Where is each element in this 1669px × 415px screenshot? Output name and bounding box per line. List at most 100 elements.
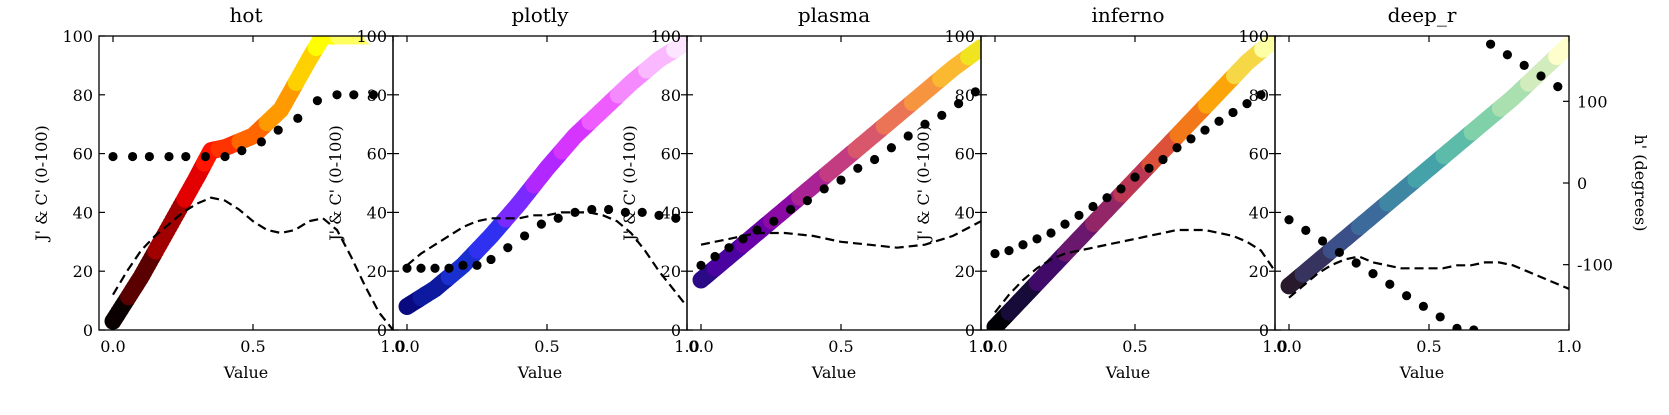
hue-marker (520, 231, 530, 241)
hue-marker (444, 263, 454, 273)
hue-marker (402, 263, 412, 273)
y-tick-label: 20 (367, 262, 387, 281)
plot-area (1280, 36, 1569, 330)
y-right-tick-label: 100 (1577, 92, 1608, 111)
hue-marker (970, 87, 981, 97)
hue-marker (920, 119, 930, 129)
y-tick-label: 80 (955, 86, 975, 105)
hue-marker (724, 243, 734, 253)
chart-title: plasma (798, 3, 870, 27)
hue-marker (769, 216, 779, 226)
y-tick-label: 80 (73, 86, 93, 105)
hue-marker (802, 196, 813, 206)
x-tick-label: 0.0 (982, 337, 1007, 356)
hue-marker (503, 243, 513, 253)
hue-marker (752, 225, 762, 235)
hue-marker (1130, 172, 1140, 182)
hue-marker (108, 151, 118, 162)
y-tick-label: 0 (965, 321, 975, 340)
y-tick-label: 40 (73, 203, 93, 222)
colormap-line-point (1560, 36, 1569, 54)
x-axis-label: Value (223, 363, 269, 382)
x-tick-label: 1.0 (1556, 337, 1581, 356)
chart-title: hot (230, 3, 263, 27)
hue-marker (1385, 279, 1395, 289)
hue-marker (696, 260, 706, 270)
hue-marker (1284, 215, 1294, 225)
plot-area (104, 36, 393, 330)
hue-marker (164, 151, 174, 162)
hue-marker (570, 207, 580, 217)
x-axis-label: Value (1105, 363, 1151, 382)
y-tick-label: 40 (955, 203, 975, 222)
y-tick-label: 40 (367, 203, 387, 222)
colormap-line-point (1266, 36, 1275, 48)
hue-marker (1486, 39, 1496, 49)
hue-marker (144, 151, 154, 162)
hue-marker (1228, 107, 1238, 118)
hue-marker (237, 146, 247, 156)
y-tick-label: 80 (367, 86, 387, 105)
hue-marker (1402, 291, 1412, 301)
x-tick-label: 0.5 (1122, 337, 1147, 356)
x-tick-label: 0.0 (688, 337, 713, 356)
hue-marker (620, 207, 631, 217)
y-tick-label: 60 (661, 145, 681, 164)
x-tick-label: 0.5 (1416, 337, 1441, 356)
hue-marker (1502, 50, 1512, 60)
hue-marker (220, 151, 230, 162)
hue-marker (312, 96, 322, 106)
y-tick-label: 20 (955, 262, 975, 281)
hue-marker (886, 143, 897, 153)
hue-marker (1102, 193, 1112, 203)
hue-marker (181, 151, 191, 162)
y-tick-label: 100 (1238, 27, 1269, 46)
hue-marker (990, 248, 1000, 259)
hue-marker (486, 254, 496, 265)
y-tick-label: 60 (367, 145, 387, 164)
hue-marker (1256, 90, 1266, 100)
hue-marker (1242, 99, 1252, 109)
plot-area (692, 39, 981, 289)
hue-marker (293, 113, 303, 123)
y-axis-label: J' & C' (0-100) (620, 125, 639, 243)
hue-marker (853, 163, 863, 173)
y-tick-label: 100 (944, 27, 975, 46)
hue-marker (332, 90, 342, 100)
hue-marker (430, 263, 440, 273)
y-right-tick-label: -100 (1577, 256, 1613, 275)
hue-marker (587, 204, 597, 215)
colormap-line-point (678, 36, 687, 51)
hue-marker (1418, 301, 1428, 311)
hue-marker (1318, 236, 1328, 246)
chart-title: inferno (1092, 3, 1165, 27)
hue-marker (1004, 246, 1014, 256)
y-tick-label: 80 (661, 86, 681, 105)
y-tick-label: 20 (661, 262, 681, 281)
chroma-dashed-line (994, 228, 1275, 314)
hue-marker (1116, 184, 1126, 194)
y-axis-label: J' & C' (0-100) (32, 125, 51, 243)
plot-area (986, 36, 1275, 330)
x-tick-label: 1.0 (674, 337, 699, 356)
colormap-line-point (972, 39, 981, 57)
y-axis-label: J' & C' (0-100) (914, 125, 933, 243)
hue-marker (458, 260, 468, 270)
hue-marker (819, 184, 829, 194)
hue-marker (349, 90, 359, 100)
x-axis-label: Value (517, 363, 563, 382)
y-tick-label: 80 (1249, 86, 1269, 105)
y-right-axis-label: h' (degrees) (1631, 134, 1650, 231)
hue-marker (200, 151, 210, 162)
hue-marker (1144, 163, 1154, 173)
chroma-dashed-line (406, 211, 687, 308)
x-axis-label: Value (1399, 363, 1445, 382)
hue-marker (903, 131, 913, 141)
hue-marker (1553, 82, 1563, 92)
hue-marker (1018, 240, 1028, 250)
y-tick-label: 0 (1259, 321, 1269, 340)
y-tick-label: 60 (73, 145, 93, 164)
chroma-dashed-line (700, 220, 981, 249)
